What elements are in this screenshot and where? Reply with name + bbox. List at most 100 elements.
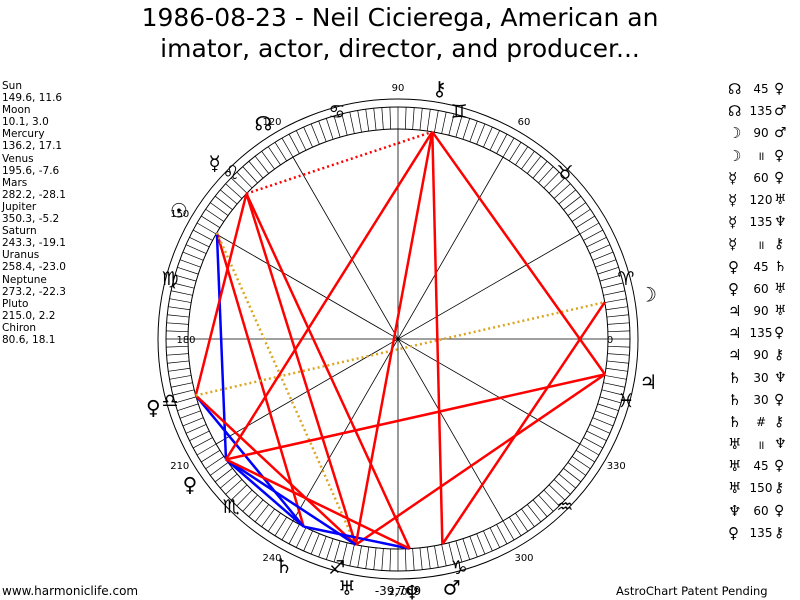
degree-tick — [281, 137, 294, 158]
degree-label: 330 — [607, 461, 626, 472]
aspect-row: ♄ # ⚷ — [728, 411, 800, 433]
degree-tick — [448, 113, 455, 136]
aspect-line — [225, 458, 357, 546]
planet-position-list: Sun 149.6, 11.6 Moon 10.1, 3.0 Mercury 1… — [2, 80, 66, 346]
aspect-angle: ॥ — [757, 237, 765, 252]
degree-tick — [419, 547, 423, 570]
degree-tick — [373, 108, 377, 131]
aspect-line — [225, 458, 305, 528]
aspect-row: ☿ 60 ♀ — [728, 167, 800, 189]
degree-tick — [325, 538, 334, 560]
aspect-row: ♅ ॥ ♆ — [728, 433, 800, 455]
aspect-angle: 30 — [753, 392, 769, 407]
degree-tick — [448, 542, 455, 565]
degree-tick — [333, 540, 341, 563]
degree-tick — [214, 468, 233, 483]
degree-tick — [172, 282, 195, 289]
aspect-angle: 60 — [753, 170, 769, 185]
aspect-angle: 135 — [749, 104, 773, 119]
degree-tick — [220, 189, 238, 205]
aspect-planet-1-icon: ☿ — [728, 168, 738, 187]
zodiac-sign-icon: ♋ — [328, 101, 345, 123]
degree-tick — [502, 137, 515, 158]
degree-ticks — [166, 107, 630, 571]
degree-tick — [455, 115, 463, 138]
degree-tick — [225, 183, 243, 199]
degree-tick — [601, 389, 624, 396]
planet-neptune-coords: 273.2, -22.3 — [2, 285, 66, 298]
planet-pluto-coords: 215.0, 2.2 — [2, 309, 56, 322]
aspect-line — [225, 458, 411, 550]
degree-tick — [236, 171, 253, 189]
aspect-planet-1-icon: ☿ — [728, 235, 738, 254]
degree-tick — [274, 516, 288, 536]
planet-pluto-name: Pluto — [2, 297, 29, 310]
website-link[interactable]: www.harmoniclife.com — [2, 584, 139, 598]
degree-tick — [515, 512, 529, 532]
degree-tick — [182, 417, 204, 427]
planet-sun-coords: 149.6, 11.6 — [2, 92, 63, 105]
degree-tick — [571, 208, 591, 222]
planet-glyph-icon: ♅ — [338, 576, 356, 600]
aspect-planet-1-icon: ♆ — [728, 501, 742, 520]
aspect-angle: 135 — [749, 525, 773, 540]
degree-tick — [333, 115, 341, 138]
planet-saturn-coords: 243.3, -19.1 — [2, 237, 66, 250]
degree-tick — [508, 516, 522, 536]
aspect-planet-2-icon: ⚷ — [774, 347, 785, 364]
planet-glyph-icon: ⚷ — [432, 76, 447, 100]
planet-glyph-icon: ♆ — [403, 581, 421, 600]
aspect-line — [354, 131, 434, 545]
degree-tick — [607, 330, 630, 333]
planet-neptune-name: Neptune — [2, 273, 47, 286]
degree-tick — [168, 306, 191, 311]
planet-uranus-name: Uranus — [2, 249, 40, 262]
degree-tick — [496, 524, 508, 545]
aspect-angle: 135 — [749, 326, 773, 341]
degree-tick — [254, 155, 269, 174]
aspect-row: ♃ 90 ♅ — [728, 300, 800, 322]
planet-sun-name: Sun — [2, 80, 22, 92]
house-spoke — [215, 233, 581, 445]
aspect-angle: 90 — [753, 348, 769, 363]
degree-tick — [502, 520, 515, 541]
degree-tick — [476, 533, 486, 555]
degree-tick — [295, 527, 307, 548]
degree-tick — [597, 266, 619, 275]
degree-tick — [548, 177, 566, 194]
planet-mars-name: Mars — [2, 176, 28, 189]
degree-tick — [607, 353, 630, 356]
degree-tick — [575, 215, 595, 229]
degree-tick — [318, 120, 327, 142]
degree-tick — [185, 424, 207, 434]
degree-tick — [605, 367, 628, 372]
degree-tick — [538, 494, 554, 512]
degree-tick — [373, 547, 377, 570]
degree-tick — [166, 345, 189, 348]
degree-tick — [169, 298, 192, 303]
planet-glyph-icon: ☽ — [639, 282, 657, 306]
planet-chiron-name: Chiron — [2, 321, 37, 334]
zodiac-sign-icon: ♎ — [162, 390, 179, 412]
planet-mars-coords: 282.2, -28.1 — [2, 188, 66, 201]
degree-tick — [563, 195, 582, 210]
degree-tick — [365, 546, 370, 569]
zodiac-sign-icon: ♒ — [556, 496, 573, 518]
degree-tick — [543, 489, 560, 507]
degree-tick — [426, 109, 431, 132]
degree-label: 120 — [262, 117, 281, 128]
aspect-planet-1-icon: ♄ — [728, 390, 742, 409]
aspect-line — [194, 193, 248, 396]
degree-tick — [527, 504, 542, 523]
planet-glyph-icon: ☊ — [255, 112, 273, 136]
aspect-planet-2-icon: ⚷ — [774, 413, 785, 430]
aspect-planet-2-icon: ⚷ — [774, 524, 785, 541]
degree-labels: 90 60 120 150 180 210 240 270 300 330 0 — [170, 83, 626, 598]
aspect-row: ☊ 135 ♂ — [728, 100, 800, 122]
aspect-line — [441, 301, 606, 545]
degree-tick — [192, 229, 213, 241]
zodiac-sign-icon: ♌ — [223, 162, 240, 184]
degree-tick — [603, 290, 626, 296]
aspect-row: ♃ 90 ⚷ — [728, 344, 800, 366]
